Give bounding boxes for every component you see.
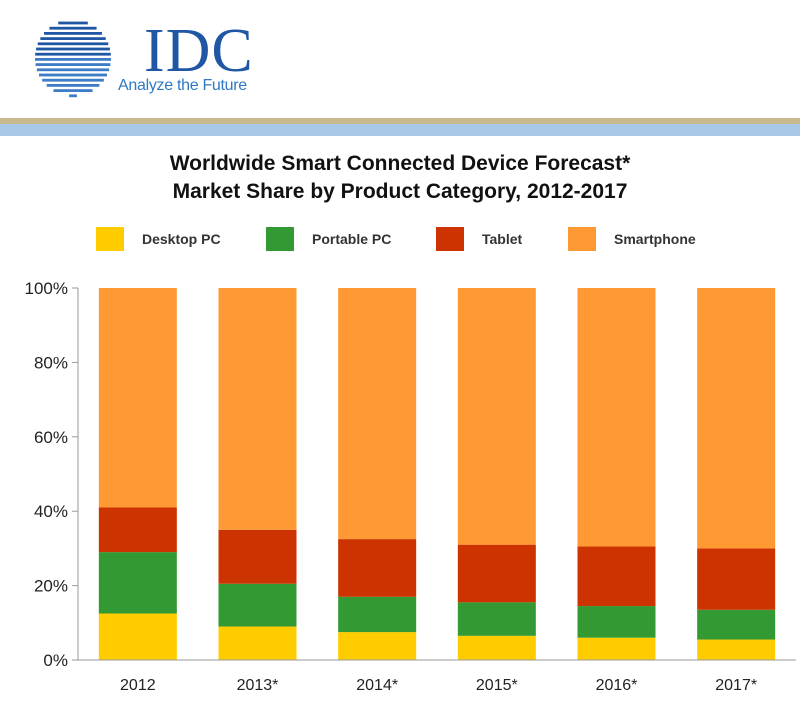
globe-icon [35, 21, 111, 98]
legend-swatch-portable-pc [266, 227, 294, 251]
stacked-bar-chart: 0% 20% 40% 60% 80% 100% 2012 2013* 2014* 2015* 201… [25, 279, 796, 694]
header-divider-gold [0, 118, 800, 124]
globe-stripe [69, 94, 77, 98]
globe-stripe [44, 32, 102, 35]
chart-legend: Desktop PC Portable PC Tablet Smartphone [0, 225, 800, 255]
legend-swatch-tablet [436, 227, 464, 251]
x-tick-label: 2017* [715, 677, 757, 694]
globe-stripe [36, 68, 110, 72]
legend-swatch-desktop-pc [96, 227, 124, 251]
x-tick-label: 2015* [476, 677, 518, 694]
globe-stripe [35, 58, 111, 61]
globe-stripe [53, 89, 93, 92]
globe-stripe [40, 37, 106, 40]
y-tick-label: 60% [34, 428, 68, 447]
bar-segment-portable-pc [457, 602, 536, 636]
bar-segment-desktop-pc [338, 632, 417, 660]
globe-stripe [37, 42, 109, 46]
globe-stripe [42, 78, 104, 82]
bar-segment-desktop-pc [98, 613, 177, 660]
brand-name: IDC [144, 17, 254, 85]
globe-stripe [36, 47, 110, 51]
bar-segment-tablet [577, 546, 656, 607]
bar-segment-desktop-pc [577, 637, 656, 660]
bar-segment-desktop-pc [457, 635, 536, 660]
bar-segment-portable-pc [697, 609, 776, 640]
tagline: Analyze the Future [118, 77, 247, 94]
globe-stripe [35, 52, 111, 56]
y-tick-label: 40% [34, 502, 68, 521]
globe-stripe [58, 21, 88, 25]
bar-segment-smartphone [697, 288, 776, 549]
chart-title: Worldwide Smart Connected Device Forecas… [0, 150, 800, 206]
legend-label-portable-pc: Portable PC [312, 231, 392, 247]
globe-stripe [46, 84, 100, 87]
bar-segment-portable-pc [218, 583, 297, 627]
legend-label-smartphone: Smartphone [614, 231, 696, 247]
bar-segment-smartphone [577, 288, 656, 547]
y-tick-label: 0% [43, 651, 68, 670]
bar-segment-smartphone [218, 288, 297, 530]
bar-segment-tablet [457, 544, 536, 603]
header-divider-blue [0, 124, 800, 136]
chart-title-line2: Market Share by Product Category, 2012-2… [172, 180, 628, 203]
bar-segment-portable-pc [577, 606, 656, 638]
y-tick-label: 80% [34, 353, 68, 372]
y-tick-label: 100% [25, 279, 68, 298]
bar-segment-desktop-pc [218, 626, 297, 660]
x-tick-label: 2016* [596, 677, 638, 694]
legend-swatch-smartphone [568, 227, 596, 251]
bar-segment-smartphone [457, 288, 536, 545]
idc-logo[interactable]: IDC Analyze the Future [28, 18, 288, 108]
bar-segment-portable-pc [98, 552, 177, 614]
header: IDC Analyze the Future [0, 0, 800, 118]
globe-stripe [39, 73, 107, 77]
bar-segment-tablet [98, 507, 177, 553]
bar-segment-desktop-pc [697, 639, 776, 660]
globe-stripe [35, 63, 111, 66]
bar-segment-tablet [338, 539, 417, 597]
bar-segment-tablet [218, 529, 297, 584]
y-tick-label: 20% [34, 577, 68, 596]
x-tick-label: 2012 [120, 677, 156, 694]
bar-segment-tablet [697, 548, 776, 610]
bar-segment-smartphone [98, 288, 177, 508]
chart-title-line1: Worldwide Smart Connected Device Forecas… [169, 152, 631, 175]
globe-stripe [49, 26, 97, 30]
legend-label-tablet: Tablet [482, 231, 523, 247]
bar-segment-smartphone [338, 288, 417, 540]
bar-segment-portable-pc [338, 596, 417, 633]
x-tick-label: 2014* [356, 677, 398, 694]
legend-label-desktop-pc: Desktop PC [142, 231, 221, 247]
x-tick-label: 2013* [237, 677, 279, 694]
